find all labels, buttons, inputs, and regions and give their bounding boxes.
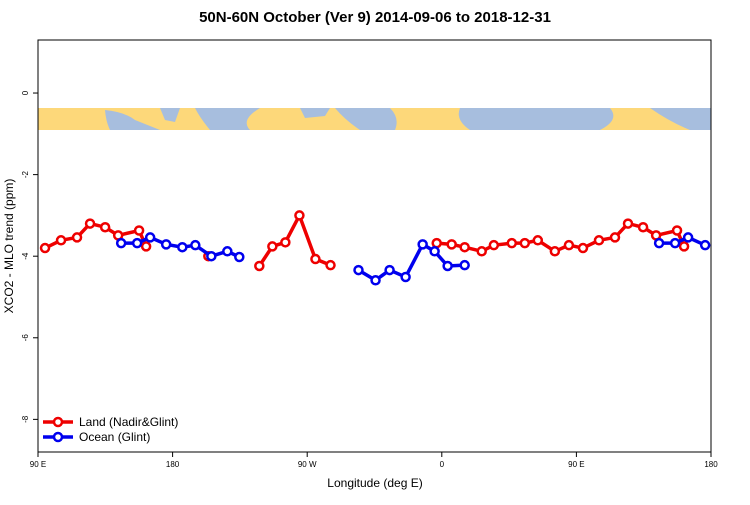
point xyxy=(99,221,111,233)
point xyxy=(325,259,336,271)
point xyxy=(442,260,453,272)
point xyxy=(669,237,681,249)
point xyxy=(177,241,188,253)
point xyxy=(280,237,291,248)
point xyxy=(294,210,305,221)
point xyxy=(84,218,96,229)
y-tick-label: -6 xyxy=(21,334,30,342)
y-axis-label: XCO2 - MLO trend (ppm) xyxy=(2,179,16,314)
point xyxy=(577,242,589,254)
point xyxy=(593,235,605,246)
y-tick-label: -2 xyxy=(21,171,30,179)
point xyxy=(267,241,278,252)
point xyxy=(609,232,621,243)
point xyxy=(431,237,442,249)
point xyxy=(682,232,694,243)
point xyxy=(254,260,265,272)
legend-marker xyxy=(52,431,64,443)
point xyxy=(131,237,143,249)
point xyxy=(417,239,428,250)
point xyxy=(671,225,683,236)
point xyxy=(400,271,411,283)
point xyxy=(55,235,67,246)
legend-label: Ocean (Glint) xyxy=(79,430,150,444)
x-tick-label: 90 W xyxy=(298,460,317,469)
y-tick-label: 0 xyxy=(21,90,30,95)
x-tick-label: 90 E xyxy=(30,460,46,469)
point xyxy=(144,232,156,243)
point xyxy=(429,246,440,257)
point xyxy=(653,237,665,249)
x-tick-label: 180 xyxy=(704,460,718,469)
point xyxy=(370,275,381,286)
x-tick-label: 0 xyxy=(440,460,445,469)
point xyxy=(222,246,233,257)
point xyxy=(488,239,500,251)
legend-label: Land (Nadir&Glint) xyxy=(79,415,178,429)
point xyxy=(353,264,364,276)
point xyxy=(476,246,487,257)
x-tick-label: 90 E xyxy=(568,460,584,469)
point xyxy=(71,232,83,243)
point xyxy=(637,221,649,233)
chart-title: 50N-60N October (Ver 9) 2014-09-06 to 20… xyxy=(199,9,551,26)
point xyxy=(115,237,127,249)
point xyxy=(133,225,145,236)
point xyxy=(190,239,201,251)
x-tick-label: 180 xyxy=(166,460,180,469)
point xyxy=(563,239,575,251)
point xyxy=(39,242,51,254)
point xyxy=(519,237,531,249)
point xyxy=(310,253,321,265)
point xyxy=(384,264,395,276)
point xyxy=(160,239,172,250)
point xyxy=(699,239,711,251)
point xyxy=(549,246,561,257)
point xyxy=(446,239,457,250)
y-tick-label: -8 xyxy=(21,415,30,423)
y-tick-label: -4 xyxy=(21,252,30,260)
point xyxy=(622,218,634,229)
point xyxy=(678,241,690,252)
point xyxy=(532,235,544,246)
point xyxy=(459,259,470,271)
plot-frame xyxy=(37,39,712,453)
map-strip xyxy=(38,108,711,130)
point xyxy=(459,241,470,253)
point xyxy=(506,237,518,249)
point xyxy=(140,241,152,252)
x-axis-label: Longitude (deg E) xyxy=(327,476,422,490)
point xyxy=(234,251,245,263)
point xyxy=(206,250,217,262)
legend-marker xyxy=(52,416,64,428)
